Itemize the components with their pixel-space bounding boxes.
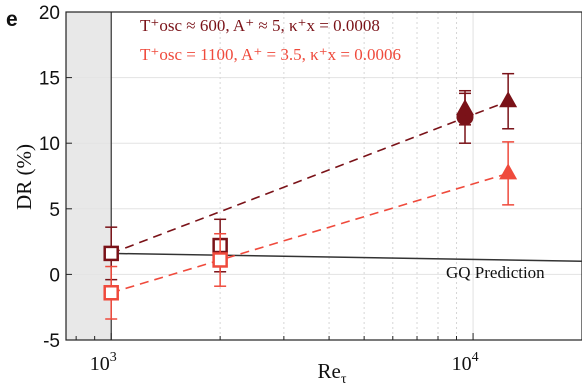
panel-label: e	[6, 8, 18, 31]
legend: T⁺osc ≈ 600, A⁺ ≈ 5, κ⁺x = 0.0008 T⁺osc …	[140, 16, 401, 64]
series-1-fit-line	[110, 100, 509, 255]
data-marks	[103, 12, 582, 340]
x-axis-label-sub: τ	[341, 372, 347, 386]
plot-frame	[65, 11, 582, 341]
y-tick-label: 10	[39, 134, 60, 155]
x-axis-label: Reτ	[318, 359, 347, 386]
gq-prediction-label: GQ Prediction	[446, 263, 545, 282]
data-point-square	[103, 245, 119, 262]
x-tick-label: 104	[452, 350, 479, 375]
y-tick-label: -5	[43, 331, 60, 352]
y-tick-label: 15	[39, 69, 60, 90]
y-tick-label: 20	[39, 3, 60, 24]
data-point-square	[212, 252, 228, 268]
series-2-fit-line	[110, 172, 509, 294]
data-point-triangle	[499, 163, 518, 180]
x-tick-label-base: 10	[452, 353, 472, 375]
x-tick-label-exponent: 4	[472, 350, 479, 365]
gq-prediction-line	[111, 252, 582, 263]
x-tick-label: 103	[90, 350, 117, 375]
y-tick-label: 5	[49, 200, 60, 221]
data-point-triangle	[456, 99, 475, 116]
legend-entry-1: T⁺osc ≈ 600, A⁺ ≈ 5, κ⁺x = 0.0008	[140, 16, 380, 35]
legend-entry-2: T⁺osc = 1100, A⁺ = 3.5, κ⁺x = 0.0006	[140, 45, 401, 64]
y-axis-label: DR (%)	[12, 144, 36, 210]
data-point-square	[103, 285, 119, 301]
x-tick-label-base: 10	[90, 353, 110, 375]
x-tick-label-exponent: 3	[110, 350, 117, 365]
y-tick-label: 0	[49, 265, 60, 286]
x-axis-label-base: Re	[318, 359, 341, 383]
data-point-triangle	[499, 91, 518, 108]
